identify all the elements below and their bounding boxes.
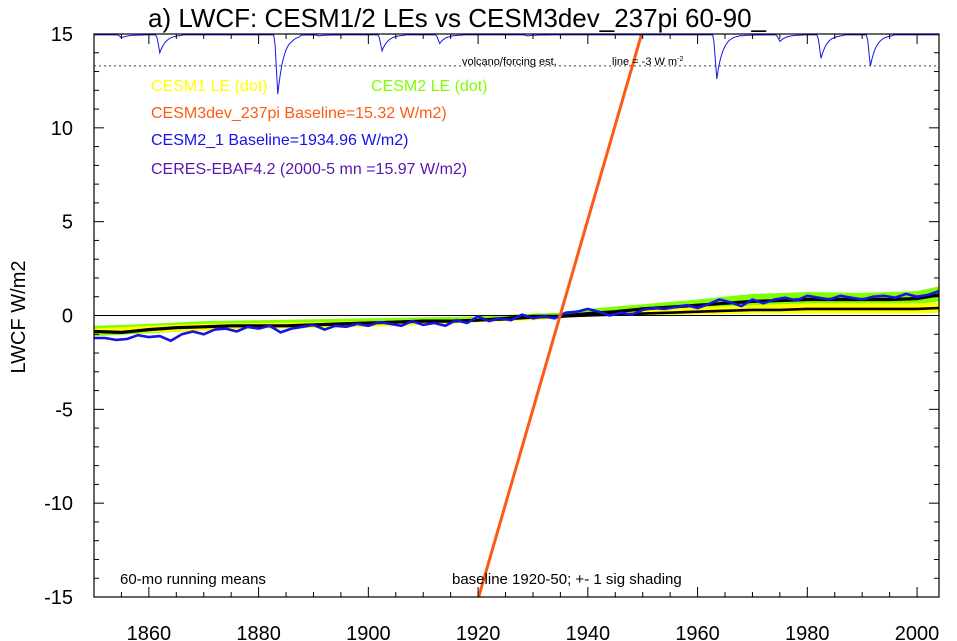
chart-title: a) LWCF: CESM1/2 LEs vs CESM3dev_237pi 6… [148,3,767,33]
volcano-forcing-line [94,34,939,95]
y-tick-label: -10 [44,493,73,515]
y-tick-labels: 15 10 5 0 -5 -10 -15 [44,24,73,609]
x-tick-label: 1900 [346,623,391,641]
y-tick-label: 10 [51,118,73,140]
x-tick-label: 1880 [236,623,281,641]
x-tick-labels: 1860 1880 1900 1920 1940 1960 1980 2000 [127,623,940,641]
y-tick-label: 15 [51,24,73,46]
x-tick-label: 1960 [675,623,720,641]
legend: CESM1 LE (dot) CESM2 LE (dot) CESM3dev_2… [151,78,487,178]
series-line-cesm2-1 [94,289,939,343]
volcano-forcing-group [94,34,939,95]
x-tick-label: 1940 [566,623,611,641]
x-tick-label: 1920 [456,623,501,641]
legend-cesm3dev: CESM3dev_237pi Baseline=15.32 W/m2) [151,105,447,122]
baseline-note: baseline 1920-50; +- 1 sig shading [452,571,682,588]
y-tick-label: -15 [44,587,73,609]
volcano-line-label: line = -3 W m-2 [612,56,683,68]
running-means-note: 60-mo running means [120,571,266,588]
legend-cesm2-le: CESM2 LE (dot) [371,78,487,95]
series-line-cesm2-le-mean [94,293,939,334]
y-tick-label: 5 [62,212,73,234]
axis-ticks [93,33,939,598]
y-tick-label: -5 [55,399,73,421]
legend-ceres-ebaf: CERES-EBAF4.2 (2000-5 mn =15.97 W/m2) [151,161,467,178]
x-tick-label: 2000 [895,623,940,641]
legend-cesm2-1: CESM2_1 Baseline=1934.96 W/m2) [151,132,408,149]
y-axis-label: LWCF W/m2 [8,261,30,374]
y-tick-label: 0 [62,306,73,328]
x-tick-label: 1860 [127,623,172,641]
volcano-label: volcano/forcing est. [462,56,557,68]
volcano-line-text: line = -3 W m [612,56,677,68]
volcano-line-superscript: -2 [677,56,683,63]
legend-cesm1-le: CESM1 LE (dot) [151,78,267,95]
series-lines [94,34,939,597]
series-line-cesm3dev-237pi [477,34,644,597]
x-tick-label: 1980 [785,623,830,641]
